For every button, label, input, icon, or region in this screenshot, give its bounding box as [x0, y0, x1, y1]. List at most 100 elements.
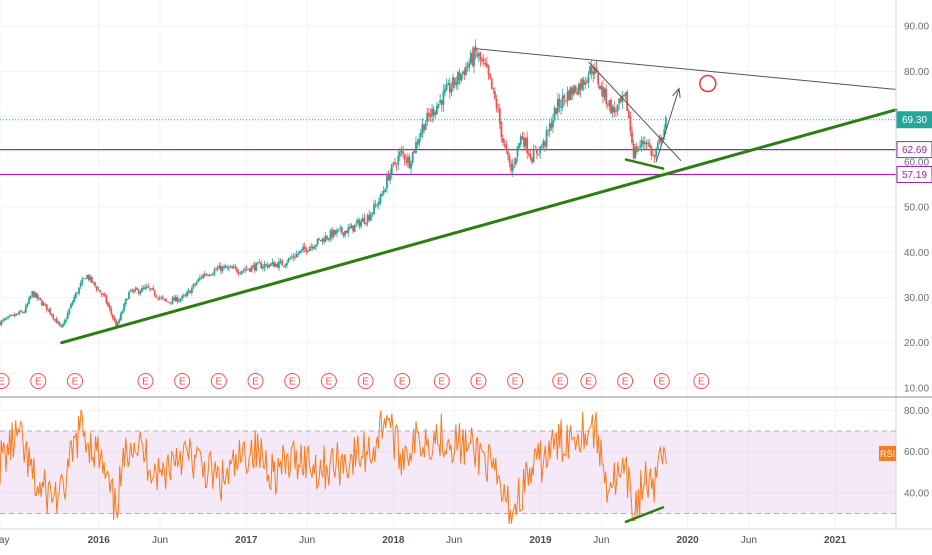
time-tick-label: 2021: [824, 535, 847, 546]
candle-body: [632, 143, 635, 158]
candle-body: [152, 288, 155, 290]
candle-body: [487, 65, 490, 75]
candle-body: [471, 53, 474, 65]
candle-body: [564, 100, 567, 102]
candle-body: [182, 295, 185, 297]
candle-body: [386, 175, 388, 189]
candle-body: [587, 75, 590, 83]
candle-body: [15, 313, 18, 316]
candle-body: [606, 104, 609, 106]
grid: [0, 0, 896, 528]
candle-body: [155, 295, 158, 298]
candle-body: [468, 62, 471, 69]
candle-body: [568, 90, 571, 100]
candle-body: [287, 258, 290, 262]
candle-body: [195, 282, 198, 285]
candle-body: [563, 95, 566, 99]
candle-body: [635, 146, 638, 153]
trendline-support: [60, 108, 898, 345]
candle-body: [619, 97, 622, 102]
candle-body: [131, 290, 134, 292]
candle-body: [255, 263, 258, 272]
candle-body: [521, 136, 524, 140]
candle-body: [234, 266, 237, 269]
candle-body: [245, 268, 248, 270]
candle-body: [440, 100, 443, 106]
candle-body: [495, 99, 498, 109]
candle-body: [210, 274, 213, 276]
candle-body: [37, 297, 40, 299]
candle-body: [556, 99, 559, 113]
earnings-marker-label: E: [658, 377, 665, 388]
earnings-marker: [357, 373, 374, 389]
candle-body: [68, 308, 71, 314]
candle-body: [436, 106, 438, 115]
candle-body: [476, 52, 479, 57]
candle-body: [600, 85, 603, 90]
candle-body: [10, 315, 13, 316]
candle-body: [421, 124, 424, 134]
time-tick-label: 2017: [235, 535, 258, 546]
candle-body: [497, 109, 500, 111]
candle-body: [594, 67, 596, 74]
candle-body: [92, 281, 95, 283]
candle-body: [537, 154, 540, 155]
candle-body: [519, 136, 522, 145]
candle-body: [589, 65, 591, 75]
candle-body: [113, 317, 116, 321]
candle-body: [577, 84, 580, 95]
candle-body: [86, 275, 88, 279]
candle-body: [307, 250, 309, 253]
candle-body: [311, 246, 314, 249]
candle-body: [531, 157, 533, 163]
candle-body: [120, 313, 122, 320]
candle-body: [566, 91, 569, 102]
candle-body: [161, 296, 164, 299]
candle-body: [123, 303, 126, 311]
candle-body: [281, 260, 284, 266]
candle-body: [282, 265, 285, 267]
candle-body: [548, 123, 551, 132]
candle-body: [298, 250, 301, 254]
candle-body: [268, 265, 271, 267]
earnings-marker-label: E: [179, 377, 186, 388]
candle-body: [434, 112, 437, 115]
earnings-marker: [320, 373, 337, 389]
candle-body: [45, 304, 48, 311]
candle-body: [71, 301, 74, 305]
candle-body: [463, 70, 466, 76]
candle-body: [21, 312, 24, 313]
candle-body: [132, 290, 135, 292]
price-tick-label: 30.00: [904, 293, 929, 304]
candle-body: [111, 314, 114, 319]
candle-body: [116, 322, 119, 327]
candle-body: [66, 313, 69, 319]
candle-body: [223, 266, 226, 268]
candle-body: [363, 217, 366, 224]
candle-body: [318, 239, 321, 240]
candle-body: [479, 52, 482, 60]
earnings-marker-label: E: [585, 377, 592, 388]
candle-body: [324, 235, 327, 242]
candle-body: [621, 95, 624, 103]
candle-body: [176, 297, 179, 302]
earnings-marker-label: E: [438, 377, 445, 388]
candle-body: [373, 204, 375, 214]
candle-body: [584, 82, 587, 86]
candle-body: [473, 48, 475, 67]
trendlines: [60, 48, 898, 524]
candle-body: [305, 248, 308, 252]
candle-body: [571, 88, 574, 95]
rsi-tick-label: 40.00: [904, 488, 929, 499]
candle-body: [645, 142, 648, 145]
candle-body: [652, 154, 654, 156]
candle-body: [342, 232, 345, 236]
candle-body: [55, 318, 58, 324]
candle-body: [394, 161, 396, 165]
candle-body: [555, 108, 558, 115]
candle-body: [228, 267, 230, 269]
candle-body: [286, 262, 288, 266]
candle-body: [315, 244, 317, 247]
